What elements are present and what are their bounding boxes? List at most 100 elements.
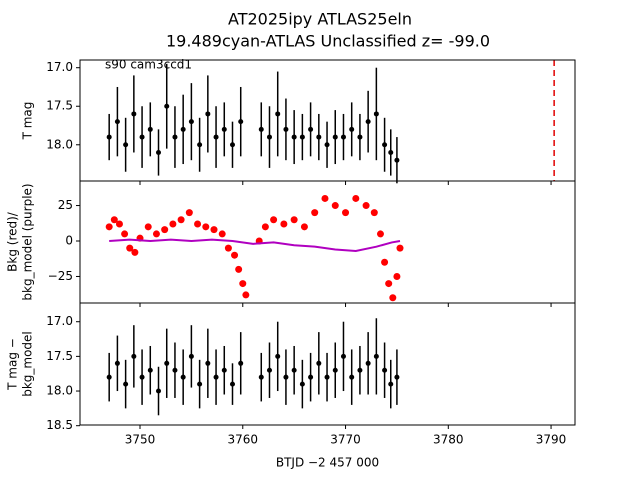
data-point [280, 220, 288, 228]
data-point [147, 367, 153, 373]
data-point [349, 126, 355, 132]
data-point [114, 360, 120, 366]
data-point [324, 142, 330, 148]
data-point [332, 134, 338, 140]
data-point [205, 360, 211, 366]
y-axis-label: bkg_model (purple) [21, 183, 35, 300]
data-point [283, 126, 289, 132]
y-axis-label: T mag − [6, 338, 20, 391]
data-point [308, 126, 314, 132]
y-axis-label: T mag [21, 102, 35, 141]
data-point [147, 126, 153, 132]
data-point [156, 149, 162, 155]
axes-frame [79, 302, 576, 426]
x-tick-label: 3790 [536, 433, 567, 447]
data-point [110, 216, 118, 224]
y-tick-label: 17.5 [46, 99, 73, 113]
data-point [332, 367, 338, 373]
data-point [224, 244, 232, 252]
data-point [172, 134, 178, 140]
data-point [275, 353, 281, 359]
data-point [258, 126, 264, 132]
data-point [156, 388, 162, 394]
y-tick-label: 17.5 [46, 349, 73, 363]
data-point [300, 223, 308, 231]
data-point [221, 126, 227, 132]
data-point [105, 223, 113, 231]
y-tick-label: 25 [58, 198, 73, 212]
chart-title: AT2025ipy ATLAS25eln [228, 10, 412, 29]
data-point [229, 142, 235, 148]
data-point [393, 272, 401, 280]
data-point [261, 223, 269, 231]
data-point [283, 374, 289, 380]
data-point [131, 111, 137, 117]
data-point [213, 134, 219, 140]
x-axis-label: BTJD −2 457 000 [276, 456, 379, 470]
data-point [370, 209, 378, 217]
y-axis-label: bkg_model [21, 331, 35, 397]
data-point [258, 374, 264, 380]
data-point [239, 280, 247, 288]
model-line [109, 238, 401, 252]
data-point [373, 111, 379, 117]
data-point [275, 111, 281, 117]
data-point [235, 265, 243, 273]
y-tick-label: 18.5 [46, 418, 73, 432]
data-point [185, 209, 193, 217]
data-point [238, 119, 244, 125]
data-point [299, 381, 305, 387]
data-point [229, 381, 235, 387]
data-point [382, 367, 388, 373]
data-point [180, 374, 186, 380]
data-point [139, 134, 145, 140]
data-point [291, 367, 297, 373]
y-tick-label: 17.0 [46, 60, 73, 74]
data-point [126, 244, 134, 252]
data-point [202, 223, 210, 231]
y-tick-label: 18.0 [46, 384, 73, 398]
data-point [218, 230, 226, 238]
data-point [396, 244, 404, 252]
data-point [340, 134, 346, 140]
data-point [131, 248, 139, 256]
data-point [161, 226, 169, 234]
data-point [357, 134, 363, 140]
data-point [180, 126, 186, 132]
y-tick-label: 0 [65, 234, 73, 248]
data-point [299, 134, 305, 140]
data-point [177, 216, 185, 224]
data-point [238, 360, 244, 366]
data-point [164, 360, 170, 366]
data-point [290, 216, 298, 224]
data-point [266, 367, 272, 373]
data-point [152, 230, 160, 238]
data-point [316, 134, 322, 140]
data-point [394, 157, 400, 163]
y-axis-label: Bkg (red)/ [6, 211, 20, 272]
data-point [106, 374, 112, 380]
data-point [205, 111, 211, 117]
y-tick-label: 18.0 [46, 137, 73, 151]
data-point [242, 291, 250, 299]
y-tick-label: 17.0 [46, 314, 73, 328]
data-point [373, 353, 379, 359]
data-point [342, 209, 350, 217]
x-tick-label: 3770 [330, 433, 361, 447]
annotation: s90 cam3ccd1 [105, 58, 192, 72]
data-point [188, 119, 194, 125]
data-point [114, 119, 120, 125]
data-point [188, 353, 194, 359]
data-point [308, 374, 314, 380]
data-point [311, 209, 319, 217]
data-point [131, 353, 137, 359]
data-point [365, 360, 371, 366]
data-point [123, 142, 129, 148]
data-point [197, 142, 203, 148]
data-point [194, 220, 202, 228]
data-point [381, 258, 389, 266]
x-tick-label: 3750 [125, 433, 156, 447]
data-point [324, 374, 330, 380]
data-point [388, 381, 394, 387]
data-point [382, 142, 388, 148]
